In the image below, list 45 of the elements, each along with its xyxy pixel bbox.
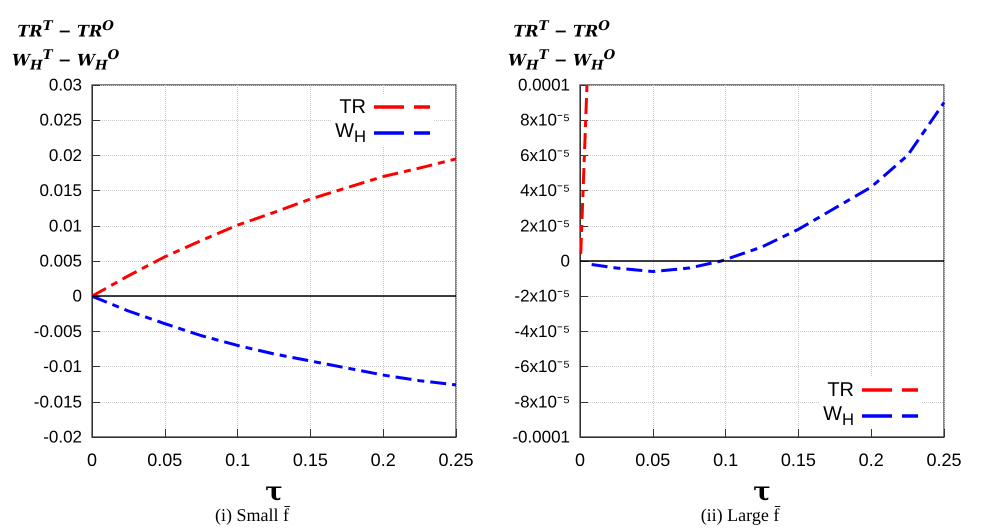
x-tick-label: 0.25 bbox=[438, 450, 474, 470]
text: (i) Small f̄ bbox=[215, 505, 290, 525]
y-tick-label: 0 bbox=[72, 286, 82, 306]
y-tick-label: 0.03 bbox=[48, 76, 82, 94]
x-tick-label: 0.2 bbox=[370, 450, 396, 470]
y-tick-label: 0.0001 bbox=[518, 76, 570, 94]
y-tick-label: 0.02 bbox=[48, 146, 82, 165]
line-series bbox=[90, 157, 458, 298]
x-tick-label: 0.1 bbox=[225, 450, 250, 470]
legend-label: W$_{H}$ bbox=[823, 402, 854, 430]
y-tick-label: -0.005 bbox=[34, 322, 82, 341]
y-tick-label: 0.025 bbox=[39, 110, 82, 130]
legend-label: TR bbox=[339, 96, 366, 118]
x-tick-label: 0.15 bbox=[292, 450, 328, 470]
y-tick-label: -2x10⁻⁵ bbox=[514, 286, 570, 306]
y-tick-label: -0.0001 bbox=[512, 428, 570, 446]
y-tick-label: -0.01 bbox=[43, 357, 82, 376]
line-series bbox=[590, 101, 946, 274]
x-tick-label: 0.25 bbox=[926, 450, 962, 470]
y-tick-label: -4x10⁻⁵ bbox=[514, 322, 570, 341]
y-tick-label: 0 bbox=[560, 252, 570, 270]
legend-label: W$_{H}$ bbox=[335, 120, 366, 146]
y-tick-label: -0.015 bbox=[34, 392, 82, 412]
legend-label: TR bbox=[827, 378, 854, 402]
x-tick-label: 0.1 bbox=[713, 450, 738, 470]
y-tick-label: 0.01 bbox=[48, 216, 82, 236]
x-tick-label: 0.2 bbox=[858, 450, 884, 470]
x-axis-title: τ bbox=[265, 477, 283, 507]
y-tick-label: 0.005 bbox=[39, 252, 82, 270]
x-tick-label: 0.05 bbox=[635, 450, 670, 470]
x-tick-label: 0.15 bbox=[780, 450, 816, 470]
line-series bbox=[90, 294, 458, 386]
y-tick-label: 8x10⁻⁵ bbox=[520, 110, 570, 130]
text: (ii) Large f̄ bbox=[700, 505, 780, 525]
y-tick-label: 4x10⁻⁵ bbox=[520, 181, 570, 200]
x-axis-title: τ bbox=[753, 477, 771, 507]
y-tick-label: 6x10⁻⁵ bbox=[520, 146, 570, 165]
x-tick-label: 0 bbox=[86, 450, 98, 470]
y-tick-label: -6x10⁻⁵ bbox=[514, 357, 570, 376]
x-tick-label: 0.05 bbox=[147, 450, 182, 470]
y-tick-label: -8x10⁻⁵ bbox=[514, 392, 570, 412]
y-tick-label: 2x10⁻⁵ bbox=[520, 216, 570, 236]
y-tick-label: -0.02 bbox=[43, 428, 82, 446]
y-tick-label: 0.015 bbox=[39, 181, 82, 200]
x-tick-label: 0 bbox=[574, 450, 586, 470]
